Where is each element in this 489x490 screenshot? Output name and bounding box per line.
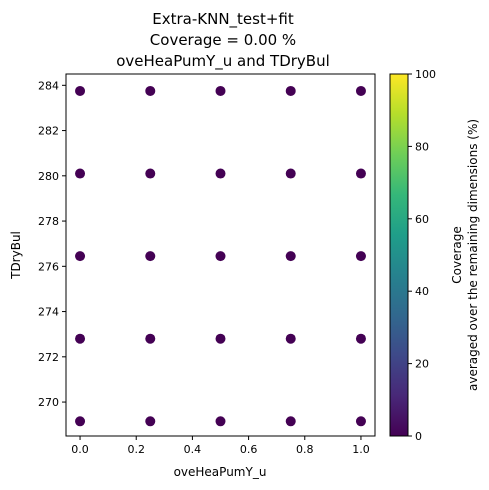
- colorbar-tick-label: 60: [415, 213, 429, 226]
- data-points: [75, 85, 366, 427]
- y-tick-label: 282: [38, 125, 59, 138]
- plot-frame: [65, 73, 376, 437]
- y-tick-label: 272: [38, 351, 59, 364]
- data-point: [215, 416, 226, 427]
- x-tick-label: 1.0: [352, 443, 370, 456]
- colorbar-label-line-1: Coverage: [450, 226, 464, 284]
- x-tick-label: 0.0: [71, 443, 89, 456]
- y-axis-ticks: 270 272 274 276 278 280 282 284: [38, 79, 66, 409]
- data-point: [285, 251, 296, 262]
- chart-title-line-2: Coverage = 0.00 %: [150, 31, 296, 49]
- x-tick-label: 0.6: [240, 443, 258, 456]
- x-tick-label: 0.4: [184, 443, 202, 456]
- x-axis-label: oveHeaPumY_u: [174, 465, 267, 479]
- y-tick-label: 276: [38, 260, 59, 273]
- colorbar-ticks: 0 20 40 60 80 100: [408, 68, 436, 443]
- data-point: [285, 168, 296, 179]
- data-point: [75, 333, 86, 344]
- data-point: [145, 333, 156, 344]
- data-point: [285, 333, 296, 344]
- y-tick-label: 270: [38, 396, 59, 409]
- y-tick-label: 284: [38, 79, 59, 92]
- y-tick-label: 280: [38, 170, 59, 183]
- data-point: [285, 416, 296, 427]
- data-point: [355, 168, 366, 179]
- data-point: [75, 85, 86, 96]
- colorbar: 0 20 40 60 80 100 Coverage averaged over the …: [389, 68, 480, 443]
- data-point: [75, 416, 86, 427]
- x-tick-label: 0.8: [296, 443, 314, 456]
- data-point: [145, 85, 156, 96]
- colorbar-tick-label: 40: [415, 285, 429, 298]
- data-point: [145, 416, 156, 427]
- data-point: [215, 251, 226, 262]
- y-axis-label: TDryBul: [9, 231, 23, 280]
- colorbar-tick-label: 20: [415, 358, 429, 371]
- chart-title-line-1: Extra-KNN_test+fit: [152, 10, 294, 29]
- data-point: [355, 416, 366, 427]
- data-point: [145, 251, 156, 262]
- colorbar-gradient: [389, 73, 409, 437]
- x-axis-ticks: 0.0 0.2 0.4 0.6 0.8 1.0: [71, 436, 370, 456]
- data-point: [355, 85, 366, 96]
- plot-area: 0.0 0.2 0.4 0.6 0.8 1.0 270 272 274 276 278 280 282…: [38, 73, 376, 456]
- data-point: [145, 168, 156, 179]
- data-point: [355, 333, 366, 344]
- y-tick-label: 274: [38, 306, 59, 319]
- chart-title-line-3: oveHeaPumY_u and TDryBul: [116, 52, 330, 71]
- colorbar-label-line-2: averaged over the remaining dimensions (…: [466, 119, 480, 391]
- data-point: [215, 333, 226, 344]
- x-tick-label: 0.2: [127, 443, 145, 456]
- colorbar-tick-label: 100: [415, 68, 436, 81]
- data-point: [75, 168, 86, 179]
- colorbar-tick-label: 80: [415, 140, 429, 153]
- data-point: [75, 251, 86, 262]
- colorbar-tick-label: 0: [415, 430, 422, 443]
- data-point: [355, 251, 366, 262]
- data-point: [215, 168, 226, 179]
- data-point: [215, 85, 226, 96]
- data-point: [285, 85, 296, 96]
- y-tick-label: 278: [38, 215, 59, 228]
